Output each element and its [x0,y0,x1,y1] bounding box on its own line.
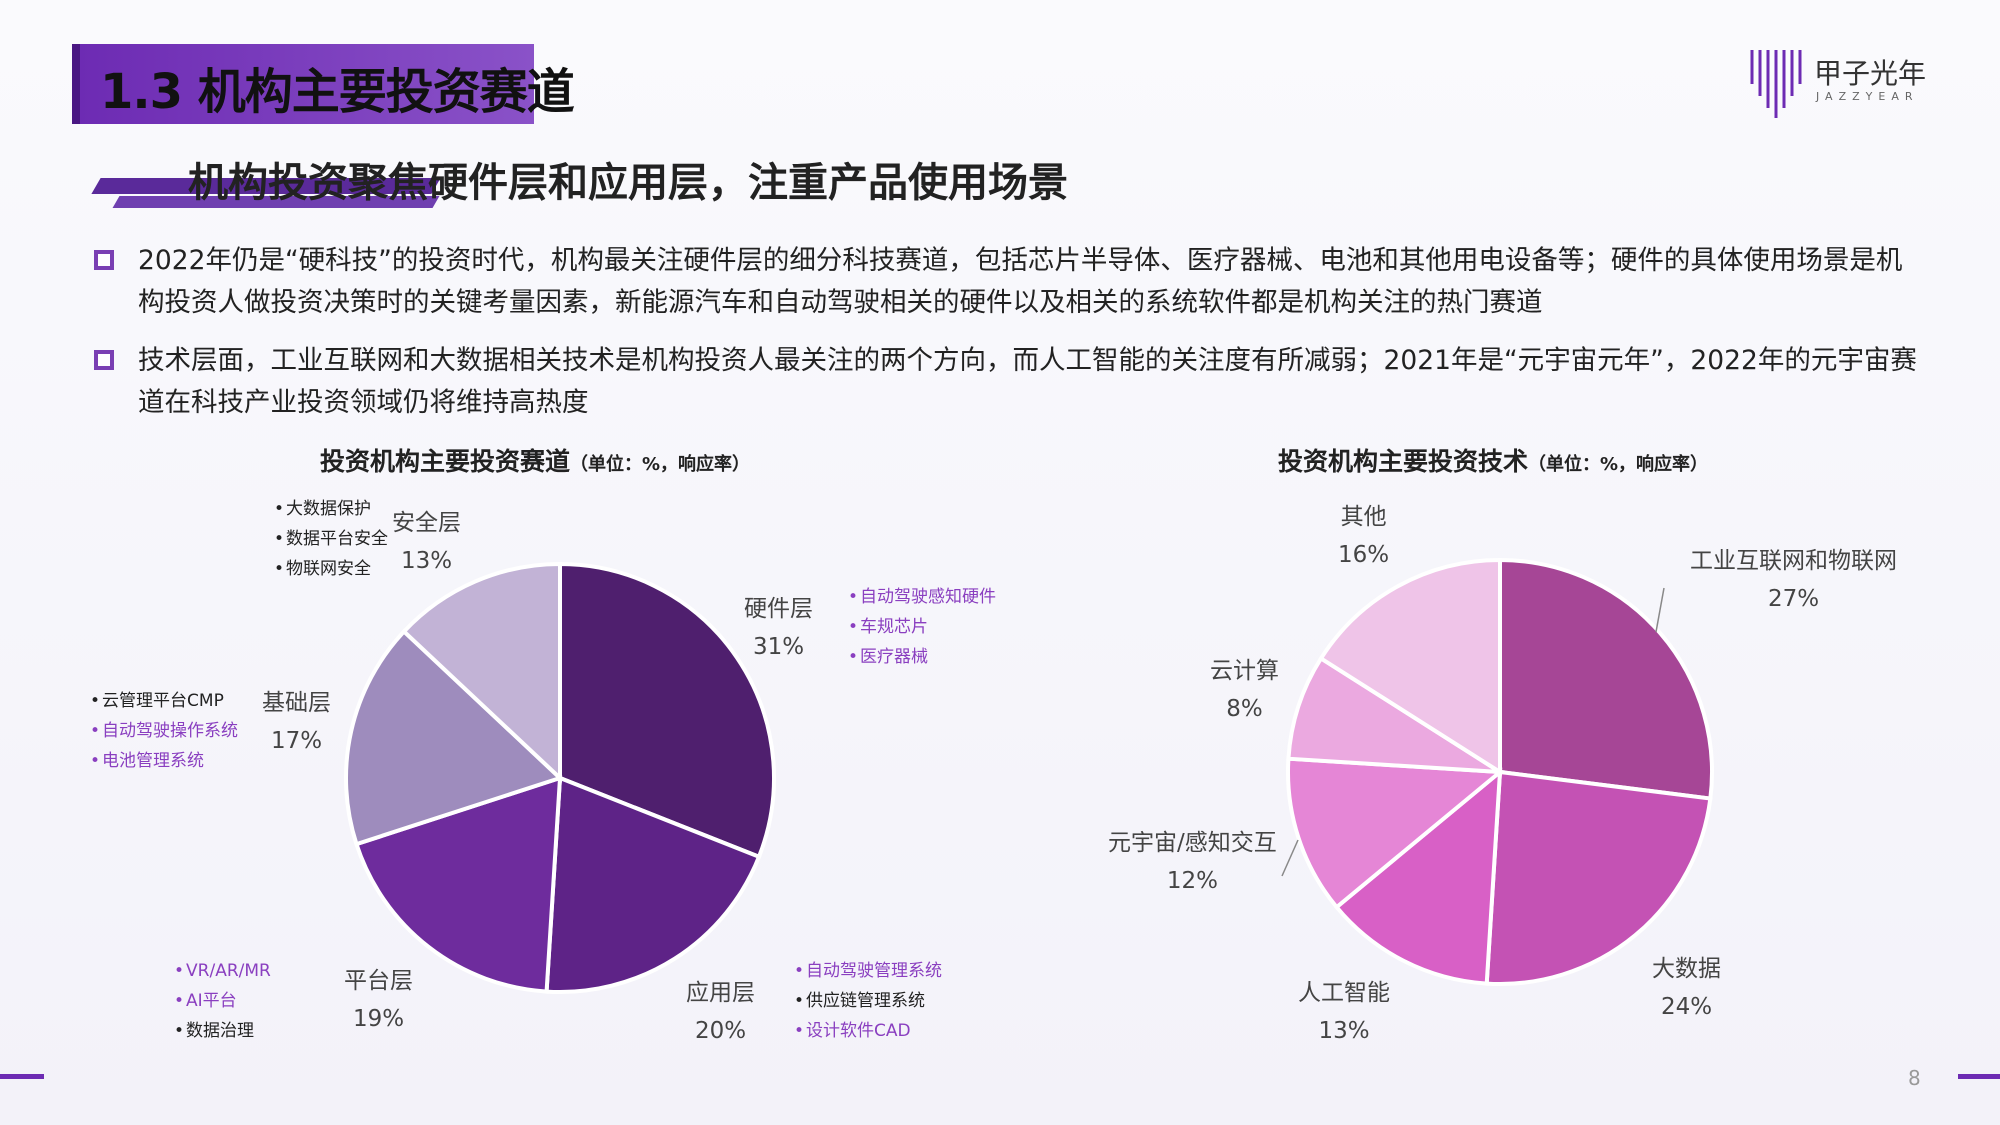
bullet-text: 技术层面，工业互联网和大数据相关技术是机构投资人最关注的两个方向，而人工智能的关… [138,345,1917,418]
slice-name: 硬件层 [744,596,813,622]
chart-title: 投资机构主要投资技术（单位：%，响应率） [1278,442,1708,478]
pie-slice [353,775,563,994]
pie-slice [544,775,762,994]
sub-item: 数据平台安全 [274,524,388,554]
sub-item: 供应链管理系统 [794,986,942,1016]
footer-accent-bar [0,1074,44,1079]
slice-label: 安全层 13% [392,504,461,580]
pie-slice [1286,756,1506,910]
bullet-text: 2022年仍是“硬科技”的投资时代，机构最关注硬件层的细分科技赛道，包括芯片半导… [138,245,1903,318]
brand-logo [1748,44,1948,124]
slice-name: 工业互联网和物联网 [1690,548,1897,574]
sub-item-list: 大数据保护数据平台安全物联网安全 [274,494,388,584]
page-number: 8 [1908,1066,1921,1090]
sub-item: 大数据保护 [274,494,388,524]
sub-item: 自动驾驶操作系统 [90,716,238,746]
sub-item: VR/AR/MR [174,956,271,986]
sub-item: 自动驾驶管理系统 [794,956,942,986]
sub-item: 云管理平台CMP [90,686,238,716]
pie-slice [401,561,562,783]
slice-value: 17% [270,728,323,754]
bullet-icon [94,250,114,270]
slice-label: 应用层 20% [686,974,755,1050]
sub-item-list: 自动驾驶管理系统供应链管理系统设计软件CAD [794,956,942,1046]
slice-name: 基础层 [262,690,331,716]
logo-subtext: JAZZYEAR [1816,90,1919,103]
sub-item: AI平台 [174,986,271,1016]
leader-line [1655,587,1665,633]
slice-value: 31% [752,634,805,660]
chart-title: 投资机构主要投资赛道（单位：%，响应率） [320,442,750,478]
sub-item: 物联网安全 [274,554,388,584]
sub-item: 自动驾驶感知硬件 [848,582,996,612]
slice-value: 24% [1660,994,1713,1020]
slice-value: 13% [400,548,453,574]
slice-value: 27% [1767,586,1820,612]
bullet-icon [94,350,114,370]
slice-value: 19% [352,1006,405,1032]
slice-label: 工业互联网和物联网 27% [1690,542,1897,618]
pie-slice [1286,655,1502,774]
slice-name: 其他 [1340,504,1387,530]
chart-unit: （单位：%，响应率） [570,454,751,475]
slice-name: 安全层 [392,510,461,536]
slice-label: 大数据 24% [1652,950,1721,1026]
pie-slice [1318,557,1502,776]
sub-item: 电池管理系统 [90,746,238,776]
slice-label: 其他 16% [1338,498,1389,574]
slice-value: 16% [1338,542,1390,568]
sub-item-list: 自动驾驶感知硬件车规芯片医疗器械 [848,582,996,672]
page-title: 1.3 机构主要投资赛道 [100,64,575,120]
title-bar-background [72,44,534,124]
slice-label: 人工智能 13% [1298,974,1390,1050]
footer-accent-bar [1958,1074,2000,1079]
section-subtitle: 机构投资聚焦硬件层和应用层，注重产品使用场景 [188,160,1068,206]
slice-label: 平台层 19% [344,962,413,1038]
slice-value: 20% [694,1018,747,1044]
sub-item-list: 云管理平台CMP自动驾驶操作系统电池管理系统 [90,686,238,776]
slice-name: 云计算 [1210,658,1279,684]
pie-slice [344,628,564,847]
sub-item-list: VR/AR/MRAI平台数据治理 [174,956,271,1046]
logo-mark-icon [1750,50,1802,118]
logo-text: 甲子光年 [1814,57,1927,90]
slice-name: 人工智能 [1298,980,1390,1006]
pie-slice [1333,767,1503,986]
chart-title-text: 投资机构主要投资技术 [1278,447,1529,476]
slice-name: 大数据 [1652,956,1721,982]
slice-value: 13% [1318,1018,1370,1044]
slice-value: 8% [1226,696,1263,722]
leader-line [1281,839,1299,877]
chart-title-text: 投资机构主要投资赛道 [320,447,571,476]
slice-value: 12% [1166,868,1218,894]
slice-name: 应用层 [686,980,755,1006]
pie-slice [1484,769,1713,986]
sub-item: 车规芯片 [848,612,996,642]
slice-label: 硬件层 31% [744,590,813,666]
slice-name: 平台层 [344,968,413,994]
slice-label: 基础层 17% [262,684,331,760]
pie-slice [1498,557,1714,801]
slice-label: 云计算 8% [1210,652,1279,728]
pie-slice [558,561,776,860]
chart-unit: （单位：%，响应率） [1528,454,1709,475]
slice-label: 元宇宙/感知交互 12% [1108,824,1277,900]
slice-name: 元宇宙/感知交互 [1108,830,1277,856]
sub-item: 数据治理 [174,1016,271,1046]
sub-item: 医疗器械 [848,642,996,672]
sub-item: 设计软件CAD [794,1016,942,1046]
